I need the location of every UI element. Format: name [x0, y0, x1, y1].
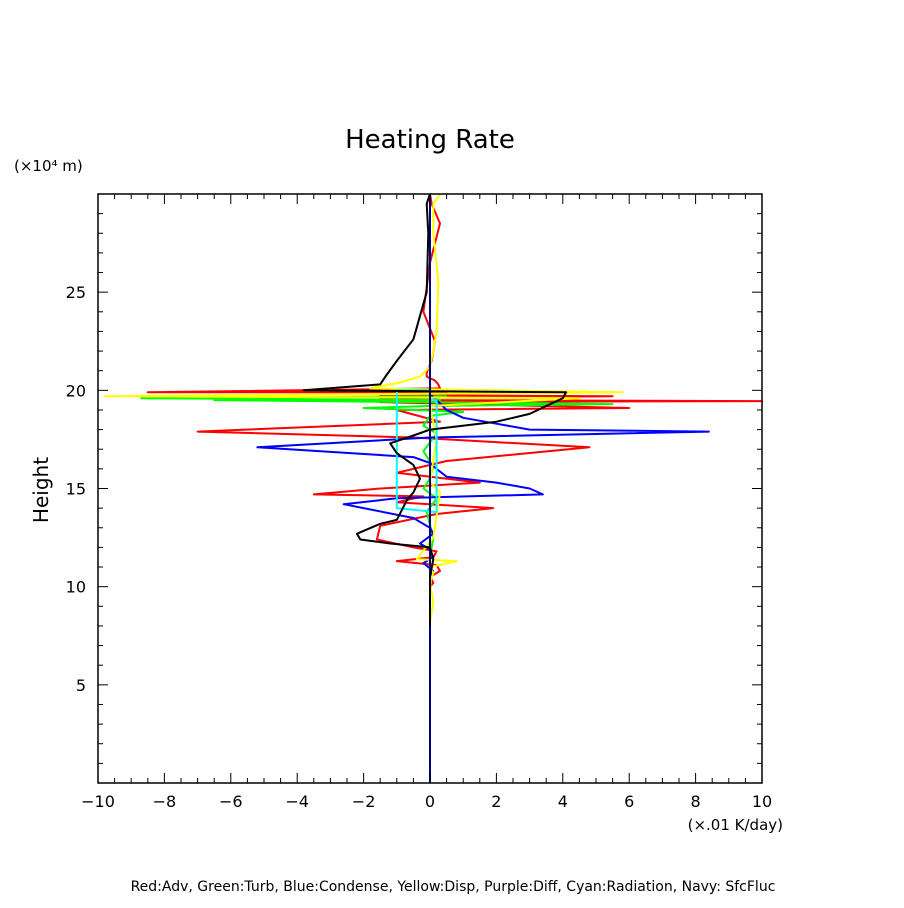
y-tick-label: 5 [76, 676, 86, 695]
x-tick-label: 0 [425, 792, 435, 811]
y-axis-label: Height [29, 457, 53, 523]
x-tick-label: −8 [153, 792, 177, 811]
series-line-disp [103, 193, 624, 630]
y-tick-label: 10 [66, 578, 86, 597]
x-tick-label: 4 [558, 792, 568, 811]
y-tick-label: 20 [66, 381, 86, 400]
x-axis-unit: (×.01 K/day) [688, 816, 783, 834]
x-tick-label: −4 [285, 792, 309, 811]
ticks-layer: −10 −8 −6 −4 −2 0 2 4 6 8 10 5 10 15 20 25 [66, 194, 772, 811]
y-tick-label: 25 [66, 283, 86, 302]
x-tick-label: −10 [81, 792, 115, 811]
y-tick-label: 15 [66, 480, 86, 499]
plot-frame [97, 193, 763, 784]
series-line-condense [256, 393, 710, 783]
x-tick-label: 8 [691, 792, 701, 811]
x-tick-label: −6 [219, 792, 243, 811]
chart-title: Heating Rate [345, 125, 515, 155]
x-tick-label: 10 [752, 792, 772, 811]
x-tick-label: −2 [352, 792, 376, 811]
x-tick-label: 6 [624, 792, 634, 811]
x-tick-label: 2 [491, 792, 501, 811]
series-line-adv [146, 193, 763, 589]
legend-text: Red:Adv, Green:Turb, Blue:Condense, Yell… [131, 879, 776, 895]
series-line-6 [302, 193, 568, 626]
series-layer [103, 193, 763, 783]
y-axis-unit: (×10⁴ m) [14, 157, 83, 175]
